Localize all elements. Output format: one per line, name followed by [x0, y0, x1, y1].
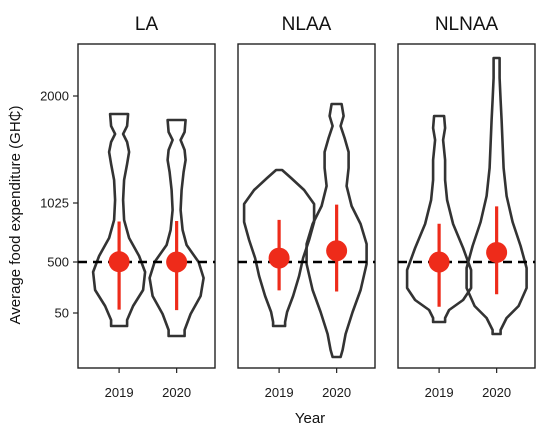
mean-point	[326, 240, 348, 262]
x-tick-label: 2020	[162, 385, 191, 400]
violin-outline	[242, 168, 316, 328]
panel-border	[77, 43, 216, 369]
facet-panels: LA 2019 2020 NLAA 2019 2020 NLNAA 2019 2020	[77, 14, 536, 400]
facet-panel-nlaa: NLAA 2019 2020	[237, 14, 376, 400]
x-tick-label: 2020	[322, 385, 351, 400]
x-tick-label: 2019	[425, 385, 454, 400]
violin-outline	[305, 102, 368, 359]
violin-outline	[148, 118, 205, 338]
x-tick-label: 2019	[265, 385, 294, 400]
mean-point	[166, 251, 188, 273]
y-tick-label: 50	[55, 306, 69, 321]
facet-title: NLNAA	[435, 14, 499, 35]
panel-border	[397, 43, 536, 369]
facet-title: NLAA	[282, 14, 332, 35]
mean-point	[428, 251, 450, 273]
mean-point	[268, 247, 290, 269]
y-tick-label: 1025	[40, 196, 69, 211]
x-axis-title: Year	[295, 410, 325, 427]
mean-point	[486, 241, 508, 263]
y-tick-label: 500	[47, 255, 69, 270]
violin-outline	[91, 112, 147, 328]
facet-panel-la: LA 2019 2020	[77, 14, 216, 400]
violin-outline	[405, 114, 473, 324]
y-tick-label: 2000	[40, 89, 69, 104]
y-axis-title: Average food expenditure (GH₵)	[7, 105, 24, 324]
violin-outline	[465, 56, 528, 336]
mean-point	[108, 251, 130, 273]
y-axis: 50 500 1025 2000	[40, 89, 78, 321]
panel-border	[237, 43, 376, 369]
facet-title: LA	[135, 14, 159, 35]
x-tick-label: 2020	[482, 385, 511, 400]
facet-panel-nlnaa: NLNAA 2019 2020	[397, 14, 536, 400]
x-tick-label: 2019	[105, 385, 134, 400]
